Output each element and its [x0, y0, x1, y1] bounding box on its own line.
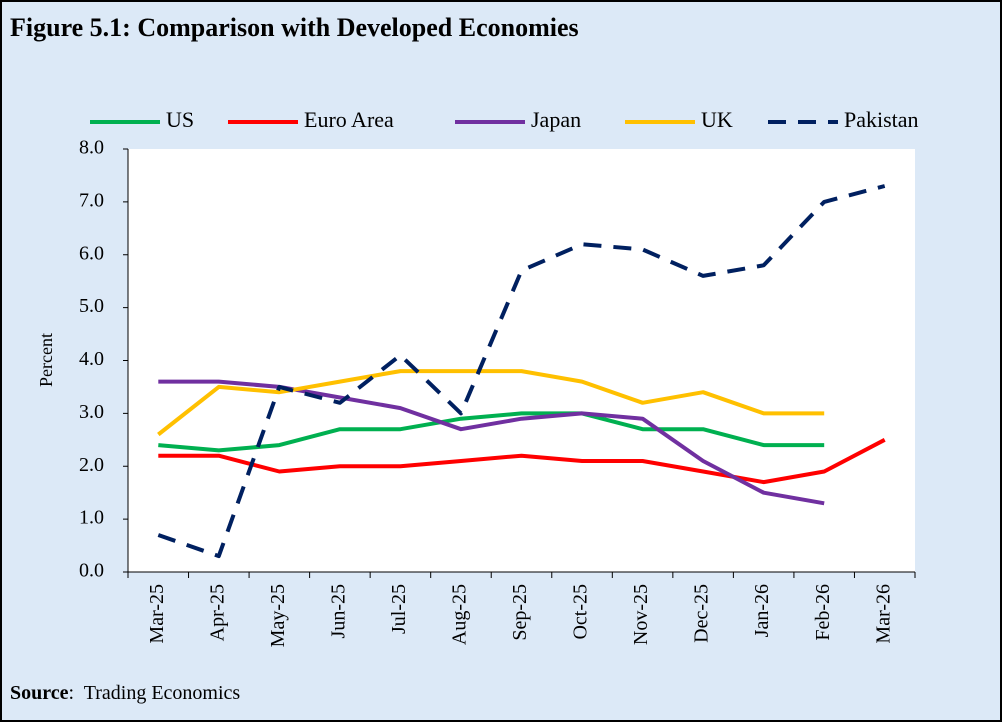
- source: Source: Trading Economics: [10, 682, 240, 704]
- x-tick-label: Jun-25: [327, 584, 349, 638]
- series-line: [158, 411, 825, 453]
- series-line: [158, 379, 825, 506]
- y-tick-label: 6.0: [79, 242, 104, 264]
- x-tick-label: Mar-25: [146, 584, 168, 644]
- x-tick-label: Apr-25: [206, 584, 228, 641]
- y-tick-label: 5.0: [79, 295, 104, 317]
- chart-title: Figure 5.1: Comparison with Developed Ec…: [10, 13, 579, 42]
- x-tick-label: Aug-25: [449, 584, 471, 645]
- source-text: : Trading Economics: [69, 682, 241, 704]
- legend-label: Japan: [531, 107, 581, 132]
- x-tick-label: Jan-26: [751, 584, 773, 637]
- y-tick-label: 1.0: [79, 507, 104, 529]
- series-line: [157, 184, 886, 559]
- legend-label: Euro Area: [304, 107, 394, 132]
- x-tick-label: Feb-26: [812, 584, 834, 641]
- x-tick-label: Mar-26: [872, 584, 894, 644]
- x-tick-label: Sep-25: [509, 584, 531, 641]
- y-tick-label: 8.0: [79, 137, 104, 159]
- plot-area: [128, 149, 915, 572]
- y-tick-label: 4.0: [79, 348, 104, 370]
- x-tick-label: Jul-25: [388, 584, 410, 634]
- x-tick-label: Nov-25: [630, 584, 652, 645]
- y-tick-label: 0.0: [79, 560, 104, 582]
- legend-label: US: [166, 107, 194, 132]
- x-tick-label: May-25: [267, 584, 289, 647]
- series-line: [158, 438, 886, 485]
- x-tick-label: Dec-25: [691, 584, 713, 643]
- y-tick-label: 2.0: [79, 454, 104, 476]
- legend-label: Pakistan: [844, 107, 919, 132]
- y-tick-label: 7.0: [79, 189, 104, 211]
- x-tick-label: Oct-25: [570, 584, 592, 640]
- y-axis-label: Percent: [36, 333, 56, 387]
- legend-label: UK: [701, 107, 733, 132]
- y-tick-label: 3.0: [79, 401, 104, 423]
- series-line: [157, 369, 825, 437]
- source-label: Source: [10, 682, 69, 704]
